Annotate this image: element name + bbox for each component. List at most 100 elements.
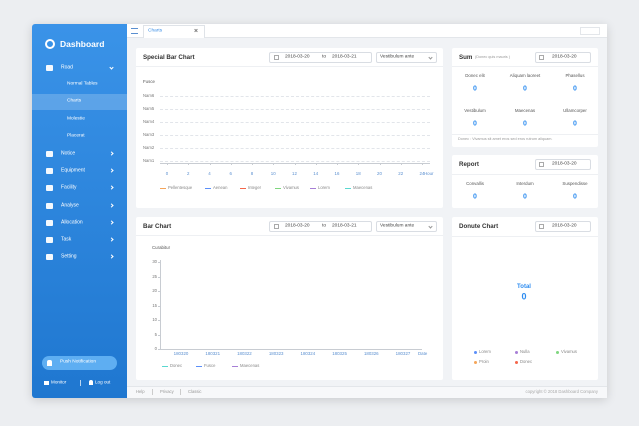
legend-swatch [205, 187, 211, 189]
date-picker[interactable] [535, 52, 591, 63]
card-title: Special Bar Chart [143, 53, 195, 61]
x-tick-label: 0 [165, 170, 169, 176]
footer-link[interactable]: Help [136, 388, 145, 394]
footer-link[interactable]: Privacy [160, 388, 174, 394]
menu-item[interactable]: Road [61, 64, 73, 71]
tick-mark [158, 276, 160, 278]
x-tick-label: 180321 [205, 350, 221, 356]
push-label: Push Notification [60, 359, 96, 365]
brand: Dashboard [60, 38, 105, 49]
legend-label: Maecenas [240, 362, 260, 368]
y-axis [160, 260, 161, 349]
tick-mark [158, 262, 160, 263]
tick-mark [252, 163, 253, 165]
date-picker[interactable] [535, 221, 591, 232]
submenu-item[interactable]: Placerat [67, 133, 85, 139]
card-divider [452, 174, 598, 175]
footer [127, 386, 607, 398]
y-tick-label: 10 [152, 316, 157, 322]
y-tick-label: 30 [152, 258, 157, 264]
menu-item[interactable]: Equipment [61, 167, 85, 174]
x-axis-unit: Hour [424, 170, 434, 176]
legend-label: Donec [520, 358, 533, 364]
menu-toggle[interactable] [131, 28, 138, 34]
tab[interactable] [143, 25, 205, 38]
divider [152, 389, 153, 395]
card-title: Report [459, 160, 479, 168]
date-range[interactable] [269, 52, 372, 63]
y-tick-label: Nam2 [143, 144, 155, 150]
x-axis [160, 349, 422, 350]
legend-swatch [345, 187, 351, 189]
calendar-icon [539, 55, 544, 60]
note: Donec : Vivamus sit amet eros sed eros r… [458, 137, 553, 142]
card [136, 217, 443, 380]
calendar-icon [274, 224, 279, 229]
legend-label: Vivamus [561, 348, 577, 354]
date-text: 2018-03-20 [285, 223, 310, 229]
y-tick-label: Nam1 [143, 157, 155, 163]
legend-label: Vivamus [283, 184, 299, 190]
total-value: 0 [521, 291, 527, 302]
menu-item[interactable]: Setting [61, 253, 77, 260]
menu-icon [46, 151, 53, 157]
menu-item[interactable]: Allocation [61, 219, 83, 226]
legend-label: Lorem [479, 348, 491, 354]
divider [80, 380, 81, 386]
menu-icon [46, 237, 53, 243]
menu-item[interactable]: Notice [61, 150, 76, 157]
card [452, 155, 598, 208]
date-range[interactable] [269, 221, 372, 232]
tab-nav[interactable] [580, 27, 600, 35]
y-tick-label: 15 [152, 302, 157, 308]
logout-link[interactable]: Log out [95, 379, 111, 385]
menu-item[interactable]: Analyse [61, 202, 79, 209]
y-tick-label: Nam4 [143, 118, 155, 124]
date-separator: to [322, 54, 327, 60]
tick-mark [158, 349, 160, 350]
tick-mark [167, 163, 168, 165]
select[interactable] [376, 221, 437, 232]
card-subtitle: (Donec quis mauris ) [475, 55, 511, 60]
tick-mark [209, 163, 211, 165]
legend-label: Lorem [318, 184, 330, 190]
y-tick-label: 20 [152, 287, 157, 293]
legend-dot [556, 350, 559, 354]
stat-value: 0 [573, 120, 577, 128]
grid-line [160, 161, 430, 162]
submenu-item[interactable]: Normal Tables [67, 81, 98, 87]
tick-mark [315, 163, 317, 165]
stat-value: 0 [473, 85, 477, 93]
y-axis-title: Curabitur [152, 244, 171, 250]
date-text: 2018-03-20 [285, 54, 310, 60]
monitor-link[interactable]: Monitor [51, 379, 67, 385]
select-text: Vestibulum ante [380, 223, 415, 229]
menu-item[interactable]: Task [61, 236, 72, 243]
date-text: 2018-03-21 [332, 223, 357, 229]
legend-swatch [160, 187, 166, 189]
tick-mark [158, 291, 160, 292]
select[interactable] [376, 52, 437, 63]
stat-label: Convallis [466, 180, 484, 186]
y-tick-label: Nam3 [143, 131, 155, 137]
date-picker[interactable] [535, 159, 591, 170]
card-title: Donute Chart [459, 222, 499, 230]
stat-label: Vestibulum [464, 107, 486, 113]
menu-icon [46, 168, 53, 175]
footer-link[interactable]: Classic [188, 388, 202, 394]
x-tick-label: 10 [270, 170, 276, 176]
y-axis-title: Fusce [143, 78, 155, 84]
submenu-item[interactable]: Molestie [67, 116, 85, 122]
card-divider [452, 66, 598, 67]
submenu-item[interactable]: Charts [67, 98, 82, 104]
date-text: 2018-03-21 [332, 54, 357, 60]
push-button[interactable] [42, 356, 117, 370]
stat-label: Phasellus [565, 72, 585, 78]
legend-label: Pellentesque [168, 184, 193, 190]
y-tick-label: Nam5 [143, 105, 155, 111]
menu-item[interactable]: Facility [61, 184, 77, 191]
date-text: 2018-03-20 [552, 54, 577, 60]
legend-dot [474, 350, 477, 354]
tick-mark [400, 163, 402, 165]
